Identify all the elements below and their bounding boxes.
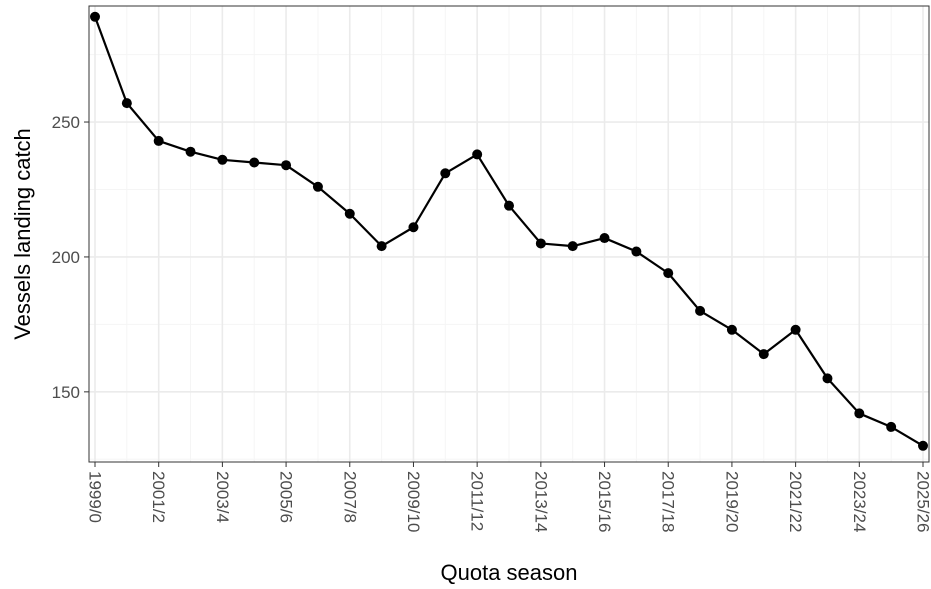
data-point — [345, 209, 355, 219]
x-tick-label: 2025/26 — [914, 471, 931, 532]
data-point — [217, 155, 227, 165]
data-point — [759, 349, 769, 359]
x-tick-label: 2005/6 — [277, 471, 296, 523]
y-tick-label: 150 — [52, 383, 80, 402]
y-axis-title: Vessels landing catch — [10, 128, 35, 340]
data-point — [504, 201, 514, 211]
x-axis-title: Quota season — [441, 560, 578, 584]
data-point — [695, 306, 705, 316]
data-point — [568, 241, 578, 251]
x-tick-label: 2001/2 — [149, 471, 168, 523]
data-point — [631, 247, 641, 257]
data-point — [472, 149, 482, 159]
data-point — [854, 408, 864, 418]
data-point — [90, 12, 100, 22]
x-tick-label: 2011/12 — [468, 471, 487, 531]
x-tick-label: 2007/8 — [340, 471, 359, 523]
data-point — [440, 168, 450, 178]
x-tick-label: 2015/16 — [595, 471, 614, 532]
x-tick-label: 2017/18 — [659, 471, 678, 532]
x-tick-label: 2021/22 — [786, 471, 805, 532]
data-point — [154, 136, 164, 146]
data-point — [822, 373, 832, 383]
data-point — [791, 325, 801, 335]
data-point — [918, 441, 928, 451]
y-tick-label: 250 — [52, 113, 80, 132]
data-point — [122, 98, 132, 108]
x-tick-label: 2013/14 — [531, 471, 550, 532]
data-point — [886, 422, 896, 432]
x-tick-label: 2009/10 — [404, 471, 423, 532]
data-point — [377, 241, 387, 251]
x-tick-label: 2003/4 — [213, 471, 232, 523]
data-point — [249, 157, 259, 167]
y-tick-label: 200 — [52, 248, 80, 267]
data-point — [600, 233, 610, 243]
x-tick-label: 2019/20 — [722, 471, 741, 532]
data-point — [536, 238, 546, 248]
data-point — [281, 160, 291, 170]
data-point — [313, 182, 323, 192]
data-point — [727, 325, 737, 335]
data-point — [186, 147, 196, 157]
x-tick-label: 1999/0 — [86, 471, 105, 523]
x-tick-label: 2023/24 — [850, 471, 869, 532]
data-point — [408, 222, 418, 232]
data-point — [663, 268, 673, 278]
